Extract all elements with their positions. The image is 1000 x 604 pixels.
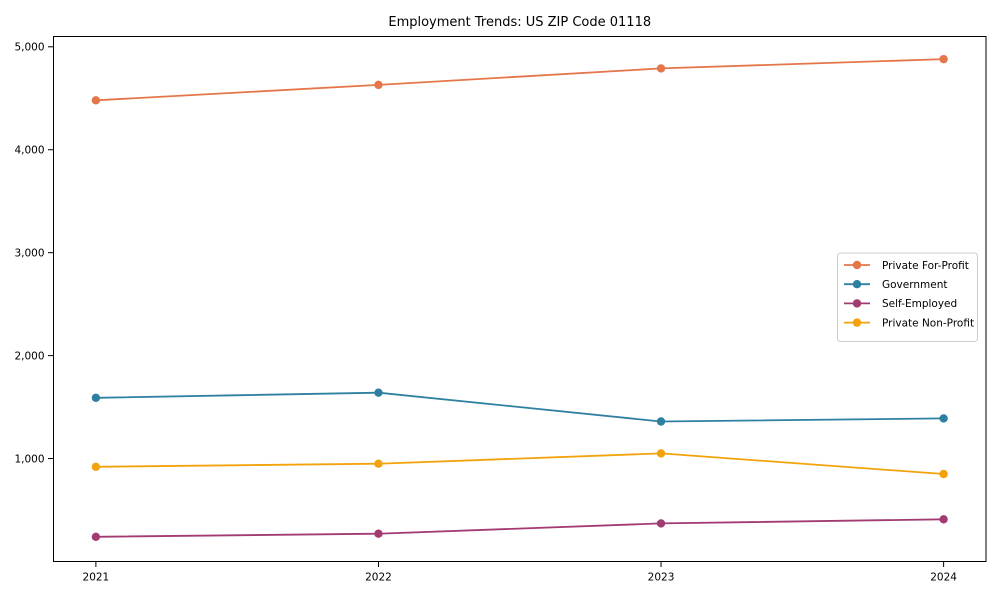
series-government <box>91 388 948 426</box>
data-point-government-2023 <box>656 417 666 426</box>
legend-marker <box>852 299 862 308</box>
series-line-private-non-profit <box>95 452 944 475</box>
x-tick-label: 2022 <box>365 572 392 584</box>
series-line-private-for-profit <box>95 58 944 102</box>
data-point-private-for-profit-2024 <box>939 54 948 64</box>
legend-marker <box>852 318 862 327</box>
data-point-self-employed-2021 <box>91 532 101 541</box>
y-tick-label: 1,000 <box>14 453 44 465</box>
data-point-private-non-profit-2021 <box>91 462 101 471</box>
legend-frame <box>837 252 978 342</box>
series-line-government <box>95 391 944 423</box>
legend-item-private-non-profit: Private Non-Profit <box>844 317 974 329</box>
data-point-self-employed-2022 <box>374 529 383 538</box>
y-tick-label: 5,000 <box>14 42 44 54</box>
series-private-non-profit <box>91 449 948 479</box>
chart-title: Employment Trends: US ZIP Code 01118 <box>388 15 651 30</box>
y-tick-label: 4,000 <box>14 145 44 157</box>
y-tick-label: 3,000 <box>14 247 44 259</box>
legend: Private For-Profit Government Self-Employe… <box>837 252 978 342</box>
data-point-self-employed-2023 <box>656 519 666 528</box>
legend-item-self-employed: Self-Employed <box>844 298 957 310</box>
series-line-self-employed <box>95 518 944 538</box>
series-self-employed <box>91 515 948 541</box>
legend-label: Private Non-Profit <box>882 317 974 329</box>
legend-marker <box>852 280 862 289</box>
legend-marker <box>852 260 862 270</box>
y-tick-label: 2,000 <box>14 350 44 362</box>
data-point-private-non-profit-2022 <box>374 459 383 468</box>
data-point-government-2024 <box>939 414 948 423</box>
data-point-private-non-profit-2023 <box>656 449 666 458</box>
data-point-private-non-profit-2024 <box>939 469 948 479</box>
data-point-private-for-profit-2023 <box>656 64 666 73</box>
legend-item-private-for-profit: Private For-Profit <box>844 260 969 272</box>
data-point-government-2021 <box>91 393 101 403</box>
data-point-self-employed-2024 <box>939 515 948 524</box>
data-point-government-2022 <box>374 388 383 397</box>
legend-item-government: Government <box>844 279 947 291</box>
legend-label: Private For-Profit <box>882 260 969 272</box>
data-point-private-for-profit-2022 <box>374 80 383 90</box>
series-private-for-profit <box>91 54 948 105</box>
legend-label: Self-Employed <box>882 298 957 310</box>
plot-area-border <box>53 36 987 562</box>
legend-label: Government <box>882 279 947 291</box>
x-tick-label: 2021 <box>83 572 110 584</box>
x-tick-label: 2024 <box>930 572 957 584</box>
data-point-private-for-profit-2021 <box>91 96 101 105</box>
x-tick-label: 2023 <box>648 572 675 584</box>
